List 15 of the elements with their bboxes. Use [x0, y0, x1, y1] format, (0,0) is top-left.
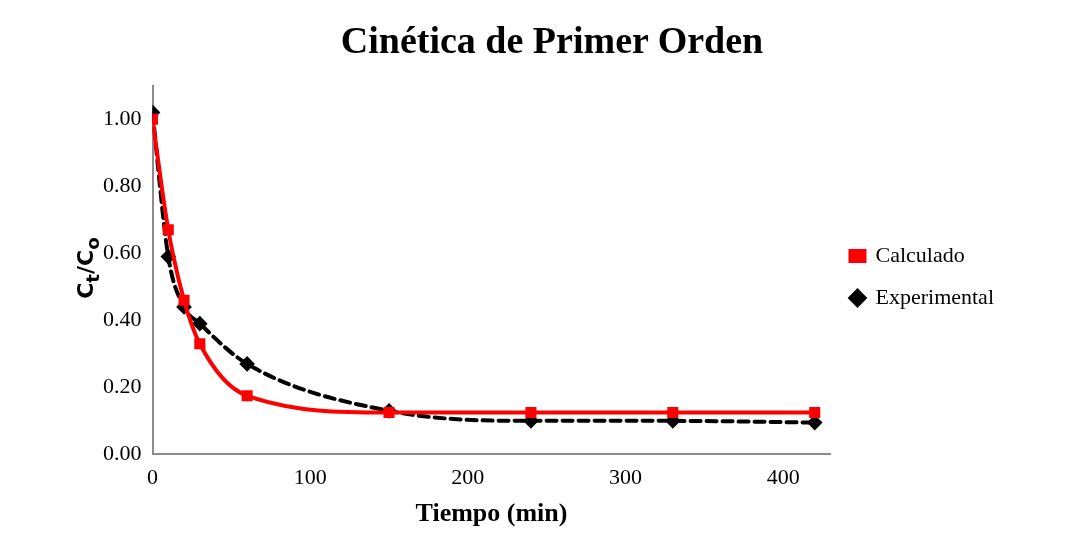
legend-label: Experimental: [875, 283, 995, 309]
y-tick-label: 0.20: [103, 373, 142, 399]
legend-label: Calculado: [875, 241, 965, 267]
x-tick-label: 100: [293, 464, 327, 490]
y-tick-label: 0.60: [103, 239, 142, 265]
y-tick-label: 0.80: [103, 171, 142, 197]
x-axis-title: Tiempo (min): [415, 498, 568, 528]
chart-title: Cinética de Primer Orden: [340, 18, 764, 61]
x-tick-label: 300: [609, 464, 643, 490]
x-tick-label: 400: [766, 464, 800, 490]
y-tick-label: 0.40: [103, 306, 142, 332]
x-tick-label: 200: [451, 464, 485, 490]
y-tick-label: 1.00: [103, 104, 142, 130]
x-tick-label: 0: [147, 464, 158, 490]
y-tick-label: 0.00: [103, 440, 142, 466]
